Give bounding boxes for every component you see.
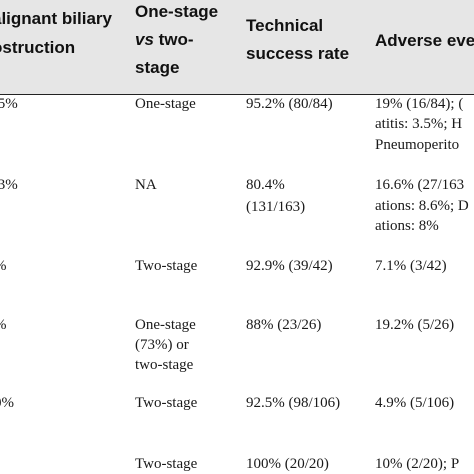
header-obstruction: ostruction — [0, 38, 76, 57]
row5-col3: 92.5% (98/106) — [246, 395, 341, 411]
row2-col3-line2: (131/163) — [246, 199, 306, 215]
table-header-background — [0, 0, 474, 94]
row4-col2-line1: One-stage — [135, 317, 196, 333]
row1-col4-line1: 19% (16/84); ( — [375, 96, 464, 112]
header-malignant-biliary: alignant biliary — [0, 9, 112, 28]
row6-col4-value: 10% (2/20) — [375, 456, 443, 472]
row1-col4-line3: Pneumoperito — [375, 137, 460, 153]
row1-col4-line2: atitis: 3.5%; H — [375, 116, 463, 132]
row4-col3: 88% (23/26) — [246, 317, 322, 333]
header-vs: vs — [135, 30, 154, 49]
row5-col4: 4.9% (5/106) — [375, 395, 455, 411]
row6-col2: Two-stage — [135, 456, 198, 472]
row5-col2: Two-stage — [135, 395, 198, 411]
row1-col2: One-stage — [135, 96, 196, 112]
header-vs-two: vs two- — [135, 29, 194, 50]
row1-col1: .5% — [0, 96, 18, 112]
row2-col4-line2: ations: 8.6%; D — [375, 198, 469, 214]
header-one-stage: One-stage — [135, 2, 219, 21]
row4-col1: % — [0, 316, 7, 335]
row3-col1: % — [0, 257, 7, 276]
header-technical: Technical — [246, 16, 324, 35]
header-success-rate: success rate — [246, 44, 350, 63]
row6-col3: 100% (20/20) — [246, 456, 329, 472]
row4-col2-line2: (73%) or — [135, 337, 189, 353]
row3-col2: Two-stage — [135, 258, 198, 274]
header-bottom-rule — [0, 94, 474, 95]
row2-col2: NA — [135, 177, 157, 193]
row2-col4-line1: 16.6% (27/163 — [375, 177, 465, 193]
header-stage: stage — [135, 58, 180, 77]
header-adverse-events: Adverse eve — [375, 31, 474, 50]
row1-col3: 95.2% (80/84) — [246, 96, 333, 112]
row3-col3: 92.9% (39/42) — [246, 258, 333, 274]
row2-col1: .3% — [0, 177, 18, 193]
row2-col3-line1: 80.4% — [246, 177, 285, 193]
row5-col1: 0% — [0, 395, 14, 411]
row3-col4: 7.1% (3/42) — [375, 258, 447, 274]
row6-col4-tail: ; — [442, 456, 451, 472]
row6-col4-next: P — [450, 456, 460, 472]
row4-col2-line3: two-stage — [135, 357, 194, 373]
row4-col4: 19.2% (5/26) — [375, 317, 455, 333]
row6-col4: 10% (2/20); P — [375, 455, 459, 474]
row2-col4-line3: ations: 8% — [375, 218, 439, 234]
header-two: two- — [153, 30, 194, 49]
